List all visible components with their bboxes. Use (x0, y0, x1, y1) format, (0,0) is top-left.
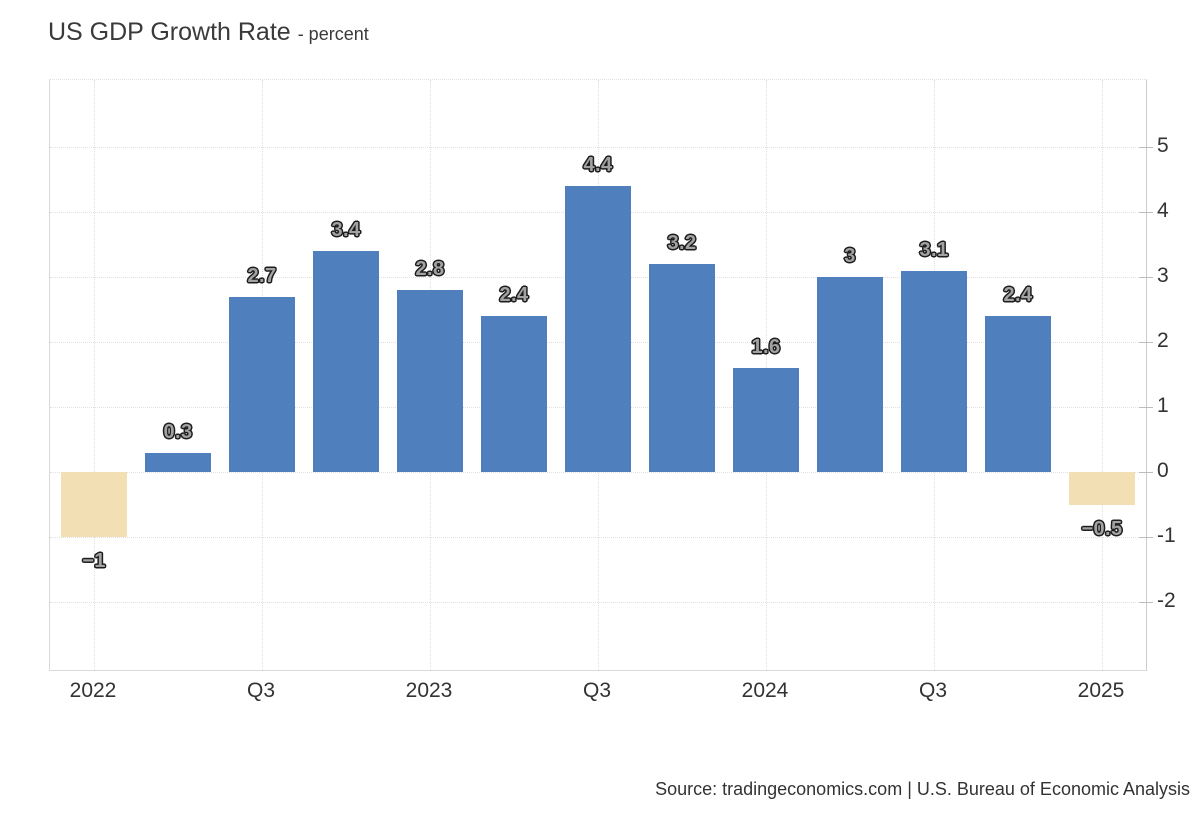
bar[interactable] (817, 277, 883, 472)
y-axis-label: -1 (1157, 524, 1176, 547)
y-axis-tick (1139, 472, 1153, 473)
y-axis-label: 3 (1157, 264, 1169, 287)
v-gridline (1102, 80, 1103, 670)
bar-value-label: −0.5 (1081, 517, 1123, 540)
x-axis-label: Q3 (582, 679, 611, 702)
bar[interactable] (313, 251, 379, 472)
x-axis-label: 2025 (1077, 679, 1125, 702)
bar[interactable] (733, 368, 799, 472)
x-axis-label: 2024 (741, 679, 789, 702)
y-axis-label: 2 (1157, 329, 1169, 352)
y-axis-tick (1139, 602, 1153, 603)
v-gridline (94, 80, 95, 670)
bar-value-label: 3.1 (919, 238, 949, 261)
plot-area: −1 0.3 2.7 3.4 2.8 2.4 4.4 3.2 1.6 3 3.1 2.4 −0.5 (49, 79, 1153, 671)
y-axis-label: 0 (1157, 459, 1169, 482)
y-axis-label: 4 (1157, 199, 1169, 222)
x-axis-label: Q3 (918, 679, 947, 702)
chart-units-label: - percent (297, 24, 369, 44)
bar[interactable] (1069, 472, 1135, 505)
bar[interactable] (481, 316, 547, 472)
bar-value-label: 2.4 (499, 284, 529, 306)
bar[interactable] (565, 186, 631, 472)
y-axis-label: -2 (1157, 589, 1176, 612)
bar-value-label: 1.6 (751, 336, 781, 358)
bar-value-label: 0.3 (163, 420, 193, 443)
bar[interactable] (901, 270, 967, 472)
bar-value-label: 3.4 (331, 219, 361, 241)
bar[interactable] (61, 472, 127, 537)
chart-title: US GDP Growth Rate (48, 18, 291, 46)
x-axis-label: 2022 (69, 679, 117, 702)
x-axis-label: Q3 (246, 679, 275, 702)
bar-value-label: 2.4 (1003, 284, 1033, 306)
bar-value-label: −1 (82, 550, 106, 572)
y-axis-tick (1139, 147, 1153, 148)
bar-value-label: 3.2 (667, 232, 697, 254)
y-axis-label: 1 (1157, 394, 1169, 417)
y-axis-tick (1139, 342, 1153, 343)
bar[interactable] (985, 316, 1051, 472)
y-axis-tick (1139, 277, 1153, 278)
bar-value-label: 2.7 (247, 264, 277, 287)
bar-value-label: 3 (844, 245, 856, 267)
y-axis-tick (1139, 537, 1153, 538)
bar-value-label: 4.4 (583, 154, 613, 176)
bar[interactable] (397, 290, 463, 472)
bar-value-label: 2.8 (415, 258, 445, 280)
bar[interactable] (229, 296, 295, 472)
source-attribution: Source: tradingeconomics.com | U.S. Bure… (655, 779, 1190, 799)
bar[interactable] (145, 452, 211, 472)
bar[interactable] (649, 264, 715, 472)
y-axis-label: 5 (1157, 134, 1169, 157)
chart-header: US GDP Growth Rate - percent (48, 18, 369, 47)
x-axis-label: 2023 (405, 679, 453, 702)
y-axis-tick (1139, 407, 1153, 408)
y-axis-tick (1139, 212, 1153, 213)
